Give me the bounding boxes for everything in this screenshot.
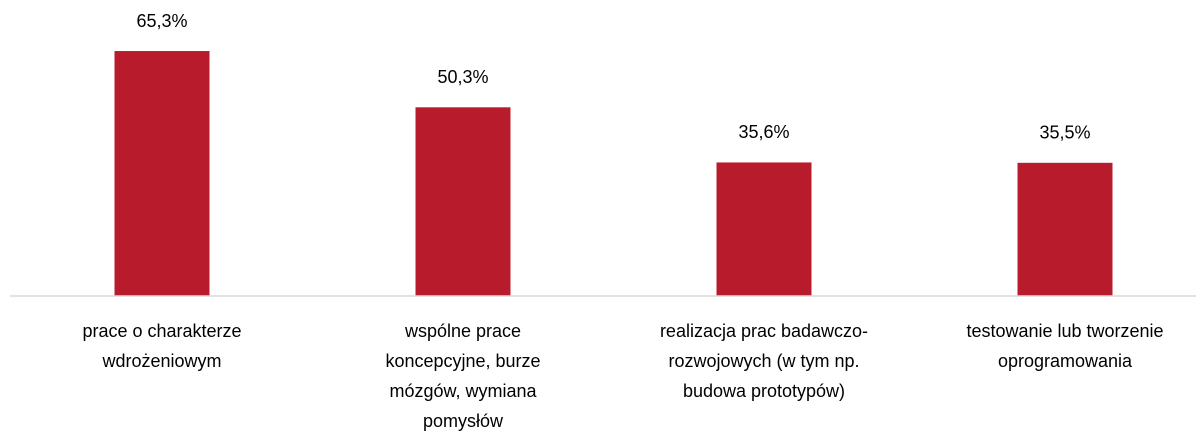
bar: [716, 162, 812, 296]
x-tick-label: wspólne prace koncepcyjne, burze mózgów,…: [385, 321, 541, 431]
x-tick-label: prace o charakterze wdrożeniowym: [82, 321, 242, 371]
bar: [1017, 162, 1113, 296]
value-label: 65,3%: [136, 11, 187, 31]
value-label: 35,6%: [738, 122, 789, 142]
x-tick-label: testowanie lub tworzenie oprogramowania: [966, 321, 1164, 371]
bar: [114, 51, 210, 297]
value-label: 50,3%: [437, 67, 488, 87]
bar: [415, 107, 511, 296]
value-label: 35,5%: [1039, 123, 1090, 143]
x-tick-label: realizacja prac badawczo-rozwojowych (w …: [659, 321, 869, 401]
